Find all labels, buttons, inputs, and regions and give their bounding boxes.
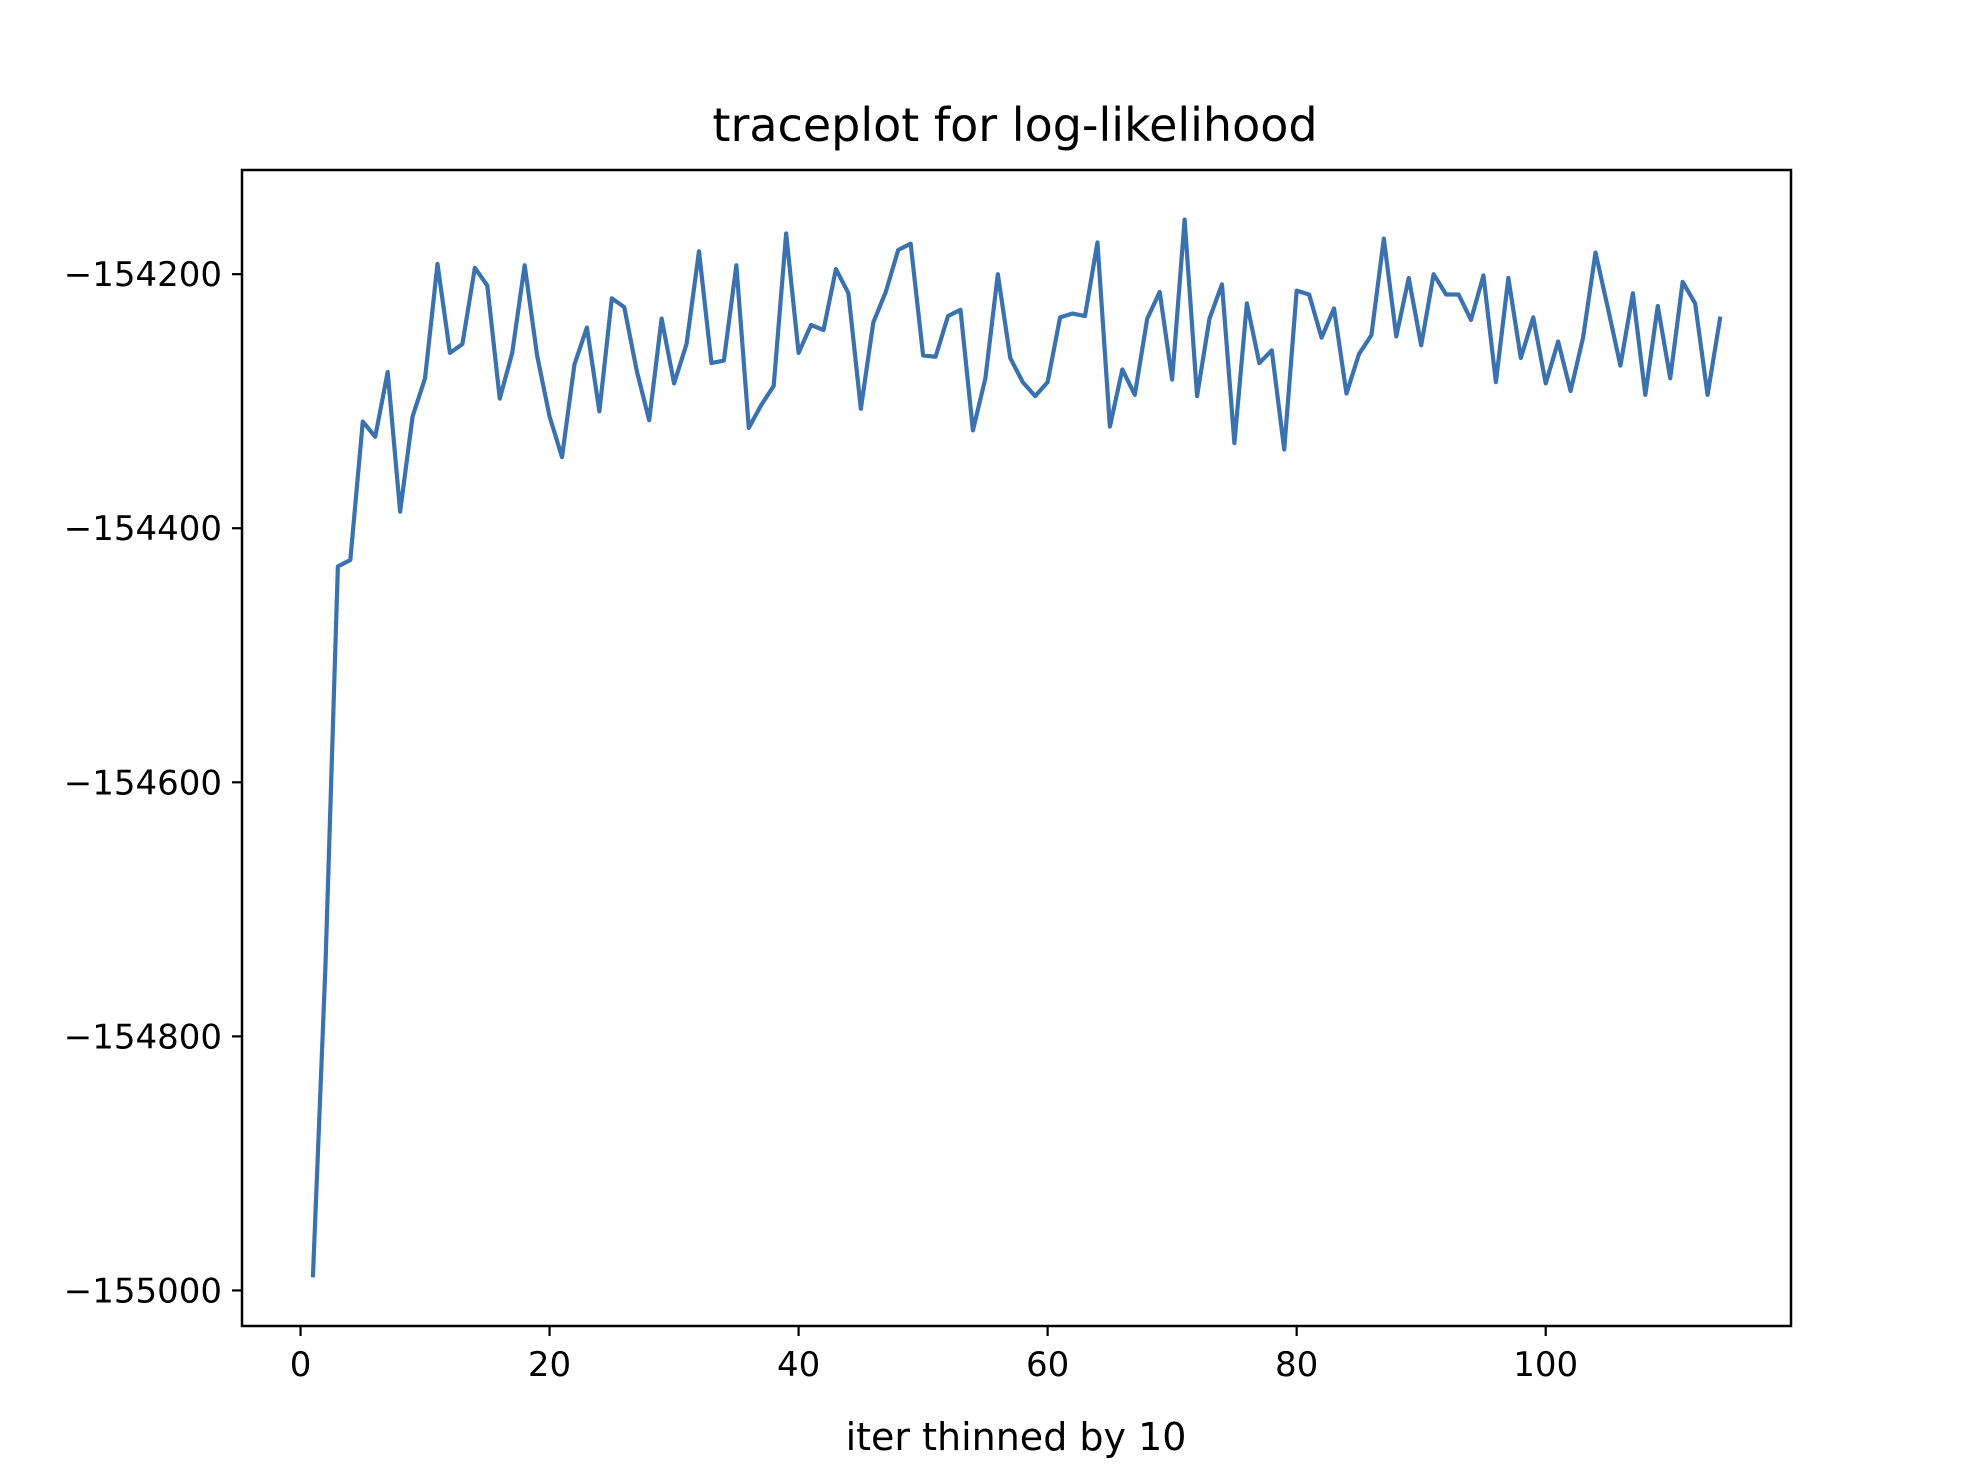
y-tick-label: −155000 (64, 1271, 222, 1311)
x-tick-label: 0 (290, 1345, 312, 1385)
x-tick-label: 60 (1026, 1345, 1069, 1385)
y-axis: −155000 −154800 −154600 −154400 −154200 (64, 255, 242, 1311)
plot-frame (240, 168, 1793, 1328)
x-axis-label: iter thinned by 10 (846, 1415, 1187, 1459)
chart-title: traceplot for log-likelihood (712, 98, 1317, 152)
plot-area (242, 170, 1791, 1326)
y-tick-label: −154200 (64, 255, 222, 295)
x-tick-label: 20 (528, 1345, 571, 1385)
x-tick-label: 40 (777, 1345, 820, 1385)
x-tick-label: 100 (1513, 1345, 1578, 1385)
y-tick-label: −154800 (64, 1017, 222, 1057)
x-axis: 0 20 40 60 80 100 (290, 1326, 1578, 1385)
x-tick-label: 80 (1275, 1345, 1318, 1385)
series-line (310, 217, 1723, 1278)
y-tick-label: −154400 (64, 509, 222, 549)
y-tick-label: −154600 (64, 763, 222, 803)
